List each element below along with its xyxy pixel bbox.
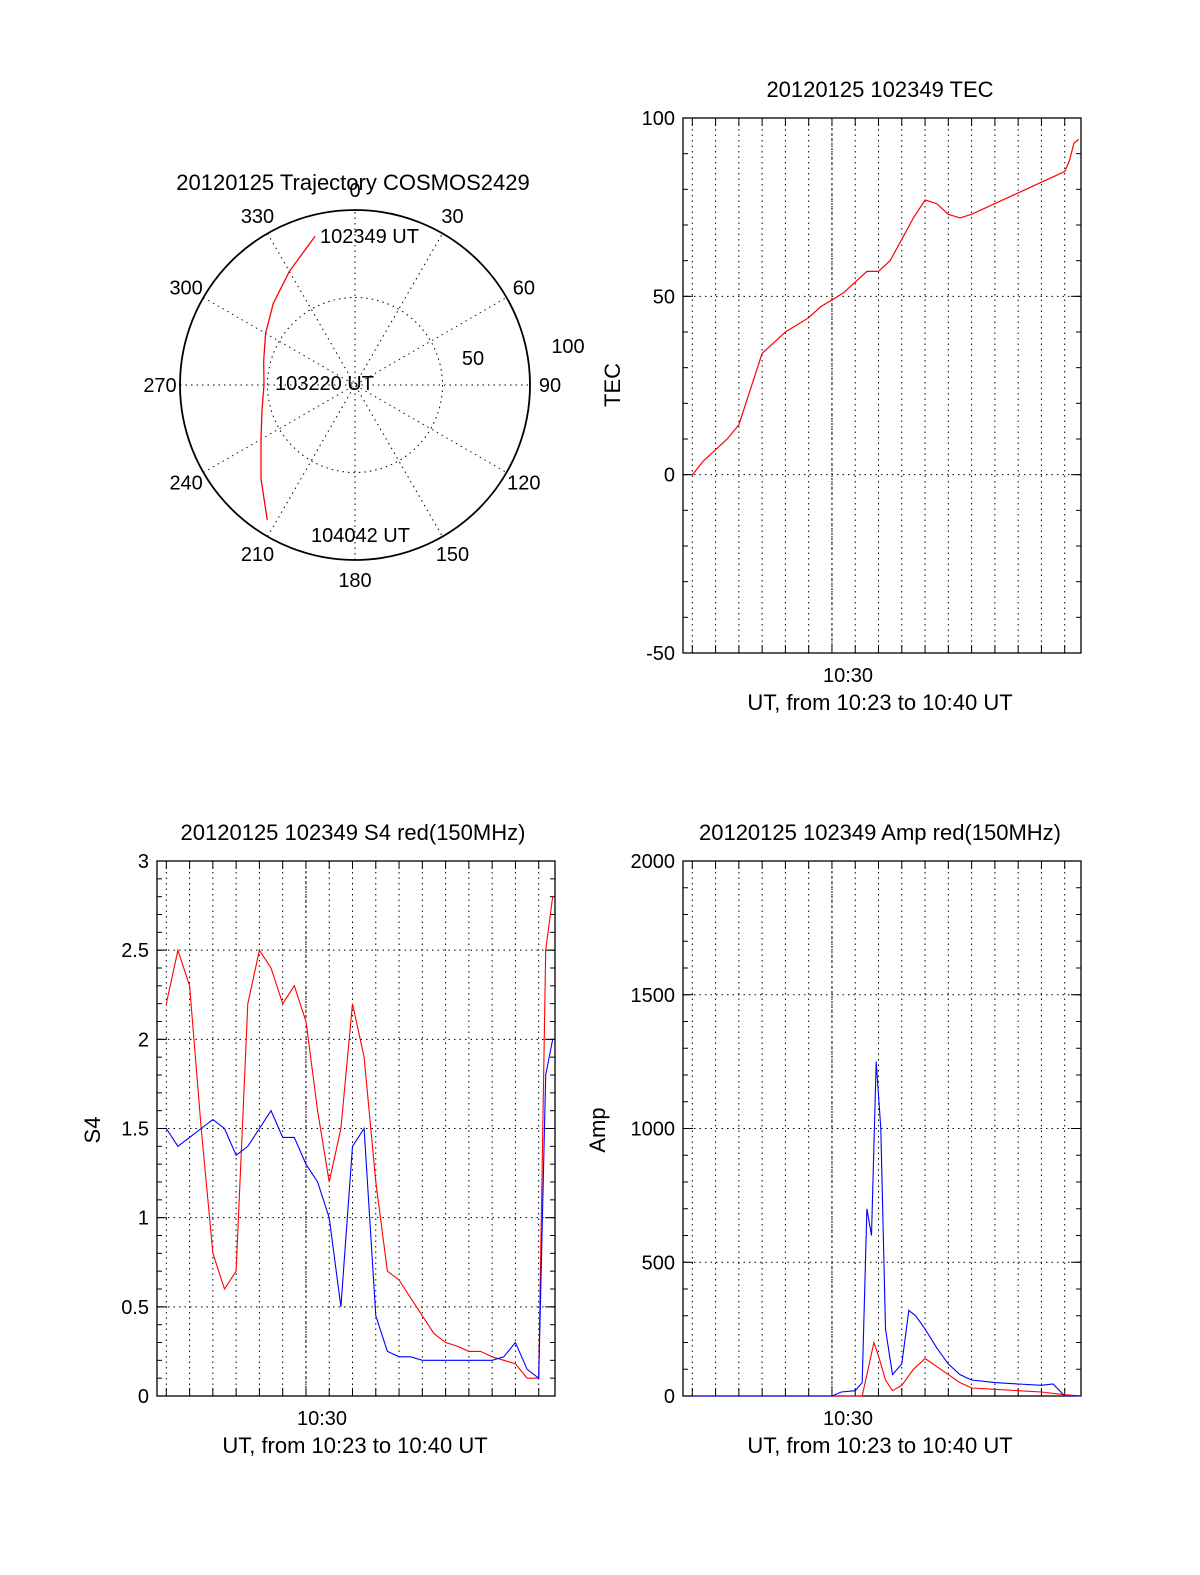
polar-angle-label: 210 xyxy=(241,544,274,566)
polar-angle-label: 330 xyxy=(241,206,274,228)
tec-ylabel: TEC xyxy=(600,363,625,407)
y-tick-label: 1000 xyxy=(631,1119,676,1141)
y-tick-label: 0.5 xyxy=(121,1297,149,1319)
tec-x-tick-label: 10:30 xyxy=(823,665,873,687)
amp-red-series-line xyxy=(692,1340,1082,1397)
s4-plot-frame xyxy=(156,860,556,1397)
y-tick-label: -50 xyxy=(646,643,675,665)
tec-chart: 20120125 102349 TEC -50 0 50 100 10:30 UT, … xyxy=(600,77,1082,715)
trajectory-end-label: 104042 UT xyxy=(311,525,410,547)
amp-x-tick-label: 10:30 xyxy=(823,1408,873,1430)
y-tick-label: 1 xyxy=(138,1208,149,1230)
tec-title: 20120125 102349 TEC xyxy=(766,77,993,102)
y-tick-label: 100 xyxy=(642,108,675,130)
tec-plot-frame xyxy=(682,117,1082,654)
polar-angle-label: 90 xyxy=(539,375,561,397)
trajectory-line xyxy=(260,235,316,521)
y-tick-label: 1500 xyxy=(631,985,676,1007)
polar-angle-label: 30 xyxy=(441,206,463,228)
y-tick-label: 2.5 xyxy=(121,940,149,962)
polar-radius-label-50: 50 xyxy=(462,348,484,370)
y-tick-label: 1.5 xyxy=(121,1119,149,1141)
amp-plot-frame xyxy=(682,860,1082,1397)
polar-angle-label: 150 xyxy=(436,544,469,566)
y-tick-label: 0 xyxy=(664,465,675,487)
tec-series-line xyxy=(691,138,1080,476)
polar-radius-label-100: 100 xyxy=(551,336,584,358)
polar-outer-circle xyxy=(179,209,531,561)
y-tick-label: 2 xyxy=(138,1029,149,1051)
s4-xlabel: UT, from 10:23 to 10:40 UT xyxy=(222,1433,487,1458)
polar-spoke xyxy=(203,297,507,473)
s4-blue-series-line xyxy=(165,1039,554,1380)
s4-y-tick-labels: 0 0.5 1 1.5 2 2.5 3 xyxy=(121,851,149,1408)
s4-ylabel: S4 xyxy=(80,1117,105,1144)
polar-angle-label: 300 xyxy=(169,278,202,300)
y-tick-label: 500 xyxy=(642,1252,675,1274)
amp-chart: 20120125 102349 Amp red(150MHz) 0 500 1000… xyxy=(585,820,1082,1458)
polar-grid xyxy=(180,210,530,560)
amp-y-tick-labels: 0 500 1000 1500 2000 xyxy=(631,851,676,1408)
tec-xlabel: UT, from 10:23 to 10:40 UT xyxy=(747,690,1012,715)
s4-chart: 20120125 102349 S4 red(150MHz) 0 0.5 1 1.5 2… xyxy=(80,820,556,1458)
polar-angle-label: 120 xyxy=(507,473,540,495)
amp-grid xyxy=(683,860,1081,1397)
amp-xlabel: UT, from 10:23 to 10:40 UT xyxy=(747,1433,1012,1458)
amp-ylabel: Amp xyxy=(585,1107,610,1152)
polar-title: 20120125 Trajectory COSMOS2429 xyxy=(176,170,529,195)
polar-angle-label: 270 xyxy=(143,375,176,397)
tec-grid xyxy=(683,117,1081,654)
y-tick-label: 0 xyxy=(664,1386,675,1408)
y-tick-label: 0 xyxy=(138,1386,149,1408)
polar-spoke xyxy=(267,233,443,537)
trajectory-mid-label: 103220 UT xyxy=(275,373,374,395)
trajectory-start-label: 102349 UT xyxy=(320,226,419,248)
tec-ticks xyxy=(683,117,1081,654)
y-tick-label: 2000 xyxy=(631,851,676,873)
polar-spoke xyxy=(267,233,443,537)
s4-x-tick-label: 10:30 xyxy=(297,1408,347,1430)
tec-y-tick-labels: -50 0 50 100 xyxy=(642,108,675,665)
s4-grid xyxy=(157,860,555,1397)
polar-angle-label: 60 xyxy=(513,278,535,300)
polar-angle-label: 0 xyxy=(349,180,360,202)
amp-title: 20120125 102349 Amp red(150MHz) xyxy=(699,820,1061,845)
polar-angle-labels: 0 30 60 90 120 150 180 210 240 270 300 330 xyxy=(143,180,561,592)
polar-trajectory-chart: 20120125 Trajectory COSMOS2429 0 30 60 90 12… xyxy=(143,170,584,592)
s4-red-series-line xyxy=(165,896,554,1379)
polar-grid-circle xyxy=(267,297,443,473)
y-tick-label: 3 xyxy=(138,851,149,873)
amp-blue-series-line xyxy=(692,1061,1081,1397)
y-tick-label: 50 xyxy=(653,286,675,308)
s4-title: 20120125 102349 S4 red(150MHz) xyxy=(181,820,526,845)
polar-angle-label: 240 xyxy=(169,473,202,495)
polar-spoke xyxy=(203,297,507,473)
polar-angle-label: 180 xyxy=(338,570,371,592)
